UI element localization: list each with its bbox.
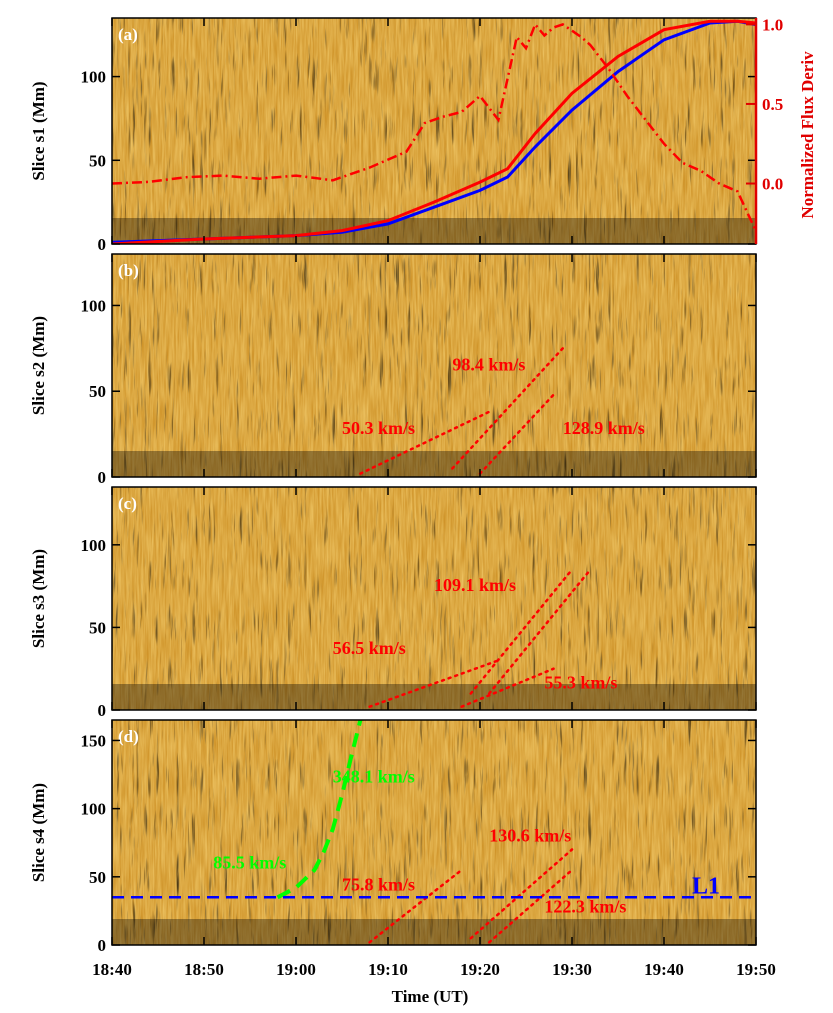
panel-image [112, 487, 756, 710]
series-line-0 [368, 659, 500, 708]
x-tick-label: 19:10 [368, 960, 408, 979]
speed-label: 85.5 km/s [213, 853, 286, 873]
speed-label: 348.1 km/s [333, 767, 415, 787]
series-line-1 [451, 347, 565, 470]
x-tick-label: 19:30 [552, 960, 592, 979]
panel-tag: (b) [118, 261, 139, 280]
panel-1: 98.4 km/s 50.3 km/s 128.9 km/s (b) 0 50 100 Sli… [29, 253, 757, 487]
series-line-2 [112, 21, 756, 232]
series-line-1 [112, 19, 756, 244]
speed-label: 98.4 km/s [452, 355, 525, 375]
y-axis-title: Slice s4 (Mm) [29, 783, 48, 882]
x-tick-label: 18:50 [184, 960, 224, 979]
x-tick-label: 18:40 [92, 960, 132, 979]
right-axis-title: Normalized Flux Deriv [798, 51, 817, 219]
series-line-3 [460, 667, 555, 708]
y-axis-title: Slice s2 (Mm) [29, 316, 48, 415]
right-tick-label: 1.0 [762, 15, 783, 34]
x-axis-title: Time (UT) [392, 987, 469, 1006]
x-tick-label: 19:40 [644, 960, 684, 979]
y-tick-label: 150 [81, 731, 107, 750]
speed-label: 122.3 km/s [544, 896, 626, 916]
panel-0: (a) 0 50 100 Slice s1 (Mm) 0.0 0.5 1.0 [29, 15, 783, 254]
panel-frame [111, 486, 757, 711]
series-line-2 [478, 393, 555, 475]
panel-tag: (c) [118, 494, 137, 513]
panel-image [112, 720, 756, 945]
panel-3: L1 348.1 km/s 85.5 km/s 75.8 km/s 130.6 km/s… [29, 719, 757, 955]
series-line-1 [368, 868, 463, 944]
y-tick-label: 50 [89, 382, 106, 401]
series-line-0 [359, 410, 491, 475]
x-tick-label: 19:50 [736, 960, 776, 979]
y-tick-label: 0 [98, 701, 107, 720]
x-axis: Time (UT) 18:40 18:50 19:00 19:10 19:20 19:30… [92, 960, 776, 1006]
panel-tag: (a) [118, 25, 138, 44]
y-tick-label: 100 [81, 800, 107, 819]
speed-label: 130.6 km/s [489, 825, 571, 845]
series-line-2 [487, 568, 592, 695]
y-axis-title: Slice s3 (Mm) [29, 549, 48, 648]
y-tick-label: 100 [81, 536, 107, 555]
y-axis-title: Slice s1 (Mm) [29, 81, 48, 180]
y-tick-label: 0 [98, 235, 107, 254]
speed-label: 50.3 km/s [342, 418, 415, 438]
series-line-0 [276, 720, 363, 900]
speed-label: 56.5 km/s [333, 638, 406, 658]
right-tick-label: 0.5 [762, 95, 783, 114]
series-line-1 [469, 568, 574, 695]
panel-tag: (d) [118, 727, 139, 746]
x-tick-label: 19:00 [276, 960, 316, 979]
speed-label: 128.9 km/s [563, 418, 645, 438]
y-tick-label: 50 [89, 618, 106, 637]
speed-label: 75.8 km/s [342, 874, 415, 894]
panel-frame [111, 719, 757, 946]
panel-image [112, 18, 756, 244]
speed-label: 109.1 km/s [434, 575, 516, 595]
panel-frame [111, 253, 757, 478]
speed-label: 55.3 km/s [544, 673, 617, 693]
right-axis: Normalized Flux Deriv [798, 51, 817, 219]
x-tick-label: 19:20 [460, 960, 500, 979]
y-tick-label: 0 [98, 468, 107, 487]
right-tick-label: 0.0 [762, 175, 783, 194]
y-tick-label: 0 [98, 936, 107, 955]
l1-label: L1 [692, 873, 720, 899]
series-line-2 [469, 848, 574, 940]
y-tick-label: 50 [89, 868, 106, 887]
y-tick-label: 100 [81, 296, 107, 315]
panel-image [112, 254, 756, 477]
y-tick-label: 100 [81, 68, 107, 87]
panels-layer: (a) 0 50 100 Slice s1 (Mm) 0.0 0.5 1.0 98.4 km/s… [29, 15, 783, 955]
series-line-3 [487, 868, 574, 944]
panel-2: 109.1 km/s 56.5 km/s 55.3 km/s (c) 0 50 100 Sli… [29, 486, 757, 720]
y-tick-label: 50 [89, 151, 106, 170]
